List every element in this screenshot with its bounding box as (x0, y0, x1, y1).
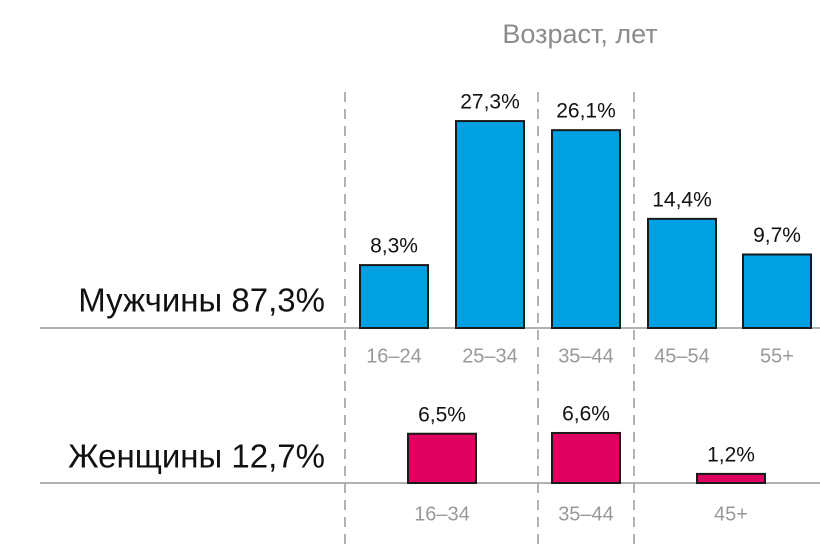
bar (742, 253, 812, 329)
bar (696, 472, 766, 484)
chart-title: Возраст, лет (502, 19, 657, 49)
category-label: 25–34 (462, 345, 518, 367)
bar (551, 431, 621, 484)
value-label: 6,5% (418, 403, 466, 426)
value-label: 27,3% (460, 91, 520, 114)
value-label: 14,4% (652, 188, 712, 211)
value-label: 6,6% (562, 403, 610, 426)
separators (344, 92, 635, 546)
category-label: 45+ (714, 503, 748, 525)
value-label: 26,1% (556, 100, 616, 123)
group-label: Женщины 12,7% (68, 438, 325, 475)
category-label: 55+ (760, 345, 794, 367)
value-label: 8,3% (370, 235, 418, 258)
category-label: 16–34 (414, 503, 470, 525)
bar (407, 432, 477, 485)
category-label: 35–44 (558, 345, 614, 367)
category-label: 35–44 (558, 503, 614, 525)
value-label: 9,7% (753, 224, 801, 247)
bar (647, 217, 717, 330)
group-label: Мужчины 87,3% (78, 282, 325, 319)
category-label: 16–24 (366, 345, 422, 367)
category-label: 45–54 (654, 345, 710, 367)
bar (455, 120, 525, 330)
value-label: 1,2% (707, 443, 755, 466)
bar (359, 264, 429, 329)
bar (551, 129, 621, 329)
